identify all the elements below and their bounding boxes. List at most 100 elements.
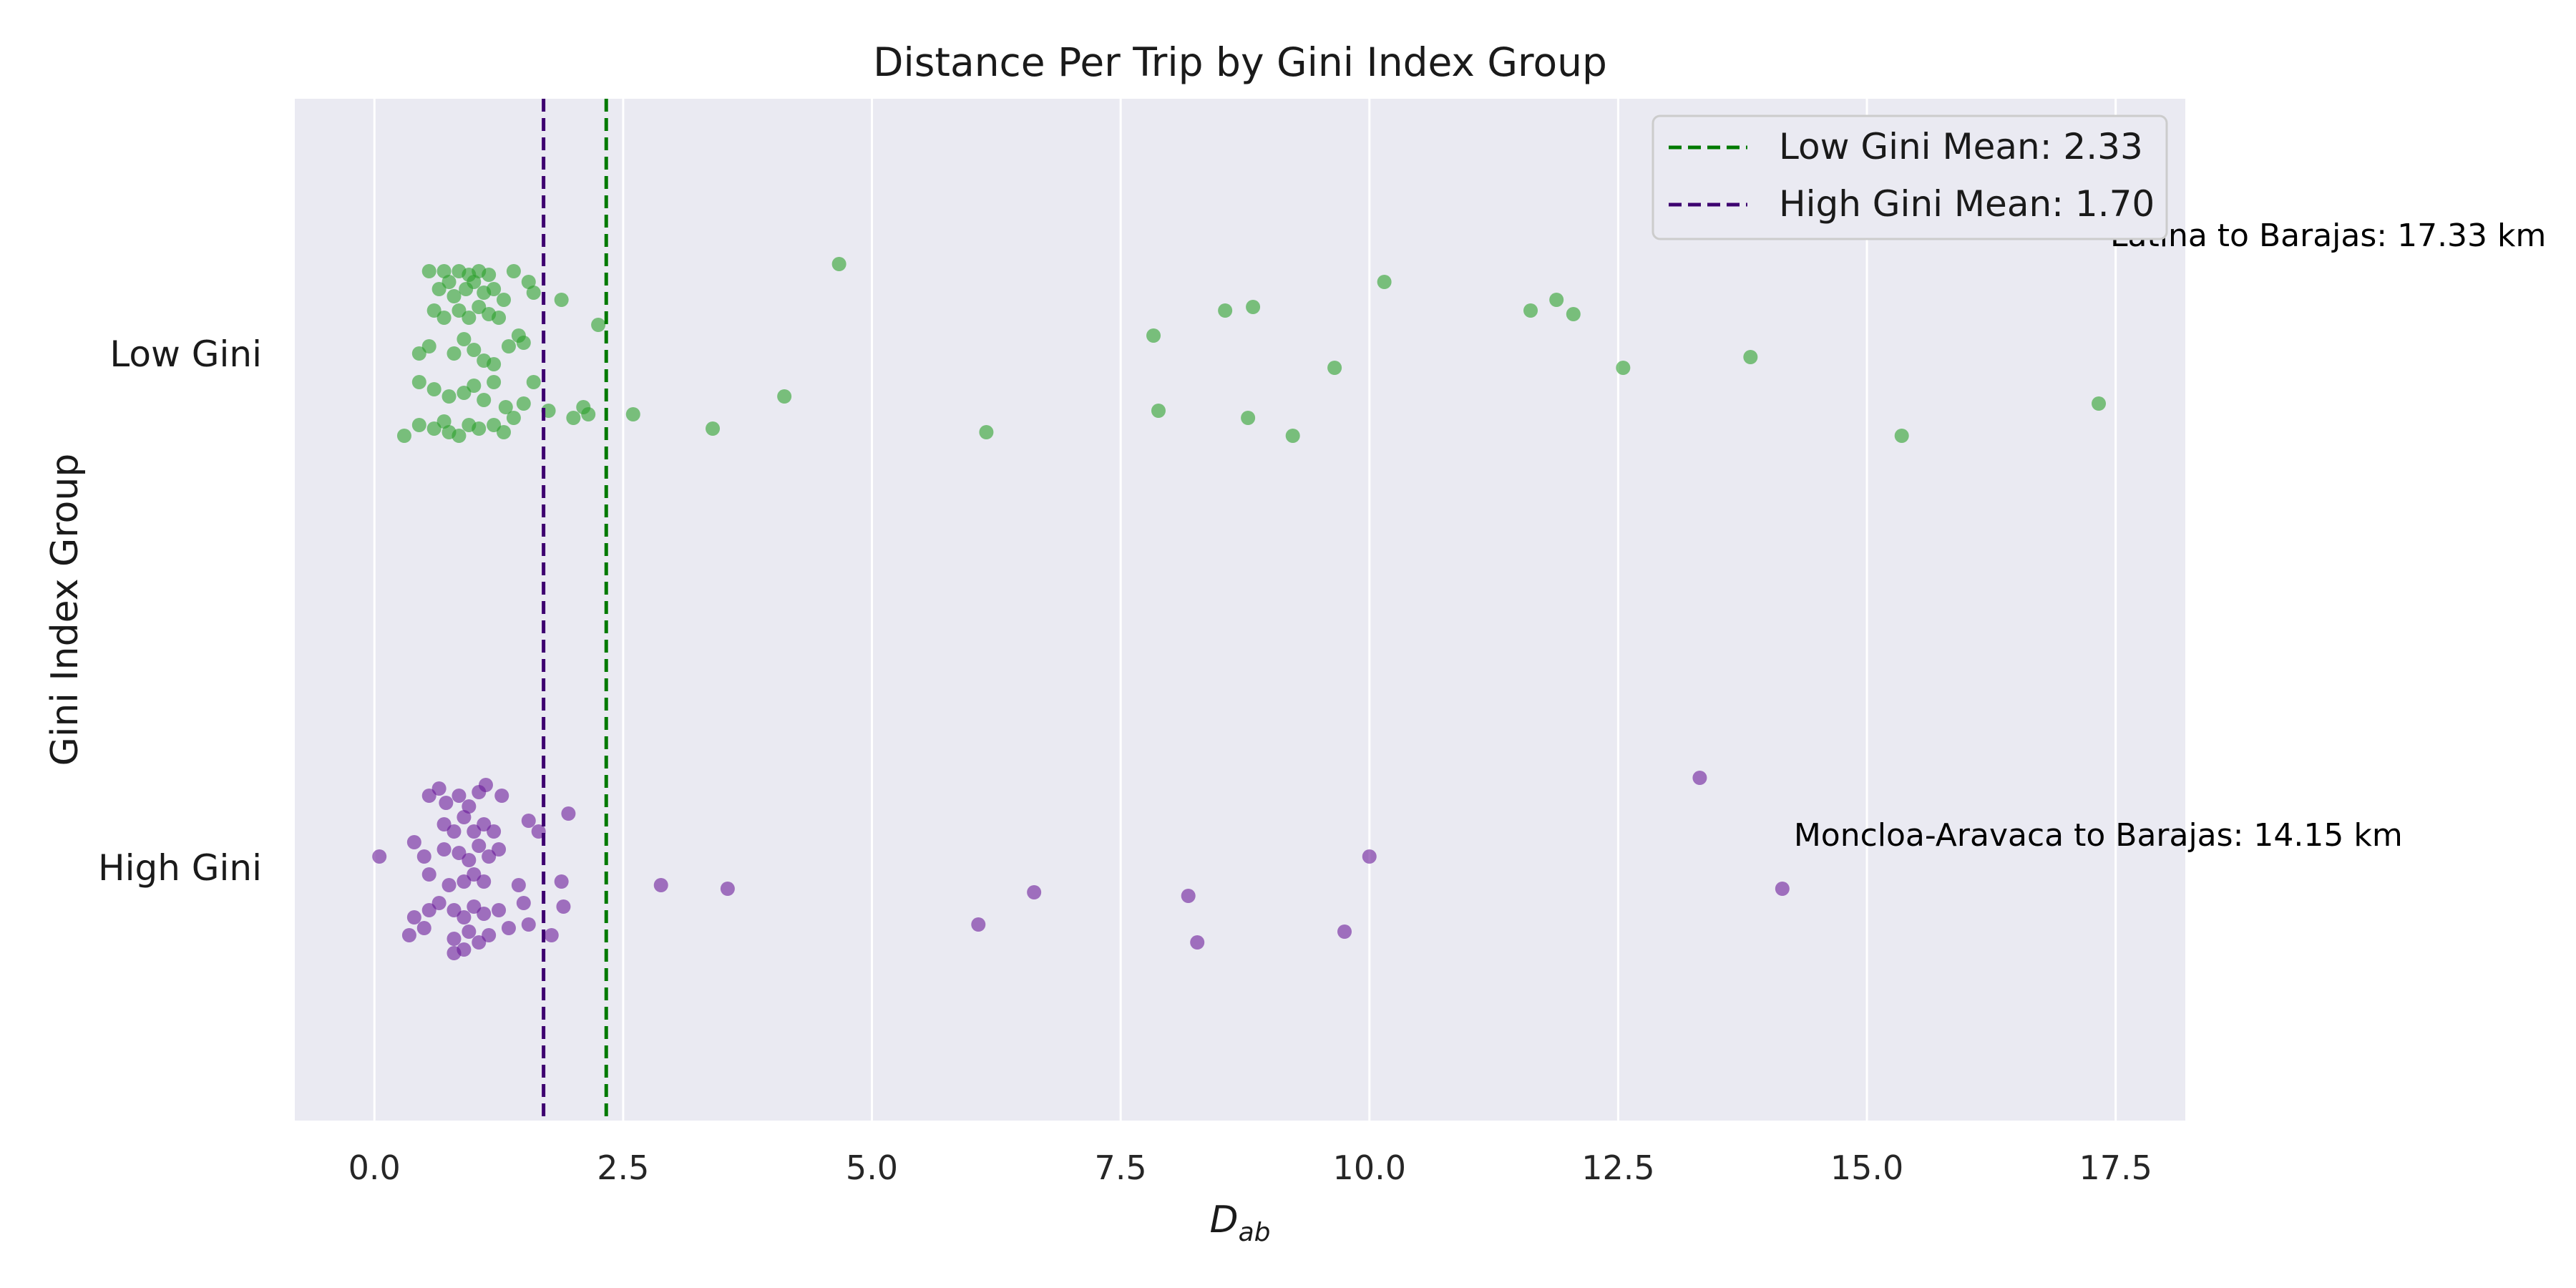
data-point <box>462 924 477 939</box>
x-tick-label: 10.0 <box>1333 1148 1406 1187</box>
data-point <box>426 303 441 318</box>
data-point <box>472 839 487 853</box>
data-point <box>1285 429 1300 443</box>
data-point <box>777 389 792 404</box>
category-labels: Low Gini High Gini <box>98 333 262 889</box>
x-tick-label: 12.5 <box>1581 1148 1654 1187</box>
data-point <box>477 393 492 407</box>
data-point <box>1566 307 1581 321</box>
data-point <box>492 842 507 857</box>
data-point <box>452 846 467 860</box>
data-point <box>521 275 536 289</box>
data-point <box>511 878 526 892</box>
data-point <box>521 917 536 932</box>
legend-box <box>1652 114 2168 240</box>
plot-area <box>295 99 2185 1121</box>
data-point <box>457 386 472 400</box>
data-point <box>472 300 487 314</box>
data-point <box>1362 849 1377 864</box>
data-point <box>457 874 472 889</box>
data-point <box>421 339 436 353</box>
data-point <box>526 286 541 300</box>
data-point <box>506 411 521 425</box>
data-point <box>979 425 994 439</box>
mean-lines <box>542 99 608 1121</box>
data-point <box>452 789 467 803</box>
data-point <box>487 282 502 296</box>
data-point <box>544 928 559 942</box>
y-axis-label: Gini Index Group <box>44 454 87 766</box>
data-point <box>487 418 502 432</box>
data-point <box>482 849 497 864</box>
data-point <box>447 346 462 361</box>
data-point <box>477 817 492 831</box>
x-axis-label: Dab <box>1210 1199 1271 1247</box>
legend: Low Gini Mean: 2.33 High Gini Mean: 1.70 <box>1652 114 2168 240</box>
x-tick-label: 15.0 <box>1830 1148 1903 1187</box>
data-point <box>447 932 462 946</box>
data-point <box>492 903 507 917</box>
data-point <box>447 289 462 303</box>
data-point <box>1894 429 1909 443</box>
data-point <box>472 421 487 436</box>
data-point <box>1327 361 1342 375</box>
data-point <box>482 928 497 942</box>
data-point <box>436 817 452 831</box>
annotation-0: Latina to Barajas: 17.33 km <box>2110 218 2546 254</box>
data-point <box>1151 404 1166 418</box>
data-point <box>467 824 482 839</box>
data-point <box>482 268 497 282</box>
data-point <box>556 899 571 914</box>
data-point <box>426 382 441 396</box>
data-point <box>436 842 452 857</box>
data-point <box>372 849 387 864</box>
data-point <box>591 318 606 332</box>
data-point <box>1549 293 1564 307</box>
data-point <box>421 264 436 278</box>
data-point <box>653 878 668 892</box>
data-point <box>1027 885 1042 899</box>
grid <box>373 99 2117 1121</box>
data-point <box>581 407 596 421</box>
x-tick-label: 0.0 <box>348 1148 401 1187</box>
data-point <box>447 824 462 839</box>
data-point <box>467 867 482 882</box>
data-point <box>971 917 986 932</box>
data-point <box>494 789 509 803</box>
x-axis-label-main: D <box>1210 1199 1239 1241</box>
data-point <box>421 867 436 882</box>
chart-title: Distance Per Trip by Gini Index Group <box>873 39 1607 85</box>
data-point <box>497 425 512 439</box>
x-tick-label: 17.5 <box>2079 1148 2152 1187</box>
x-tick-label: 7.5 <box>1095 1148 1147 1187</box>
data-point <box>396 429 411 443</box>
data-point <box>411 375 426 389</box>
data-point <box>487 357 502 371</box>
data-point <box>1218 303 1233 318</box>
data-point <box>421 789 436 803</box>
data-point <box>1246 300 1261 314</box>
data-point <box>436 264 452 278</box>
data-point <box>426 421 441 436</box>
data-point <box>447 903 462 917</box>
data-point <box>1743 350 1758 364</box>
series-low-gini <box>396 257 2107 443</box>
data-point <box>436 311 452 325</box>
data-point <box>501 921 516 935</box>
data-point <box>467 379 482 393</box>
data-point <box>492 311 507 325</box>
data-point <box>457 942 472 957</box>
data-point <box>406 835 421 849</box>
data-point <box>521 814 536 828</box>
data-point <box>1190 935 1205 950</box>
data-point <box>411 418 426 432</box>
legend-entry-high-gini-mean: High Gini Mean: 1.70 <box>1779 183 2155 225</box>
data-point <box>462 799 477 814</box>
x-tick-label: 2.5 <box>597 1148 649 1187</box>
data-point <box>467 275 482 289</box>
data-point <box>421 903 436 917</box>
data-point <box>452 303 467 318</box>
series-high-gini <box>372 771 1790 960</box>
data-point <box>406 910 421 924</box>
data-point <box>1337 924 1352 939</box>
